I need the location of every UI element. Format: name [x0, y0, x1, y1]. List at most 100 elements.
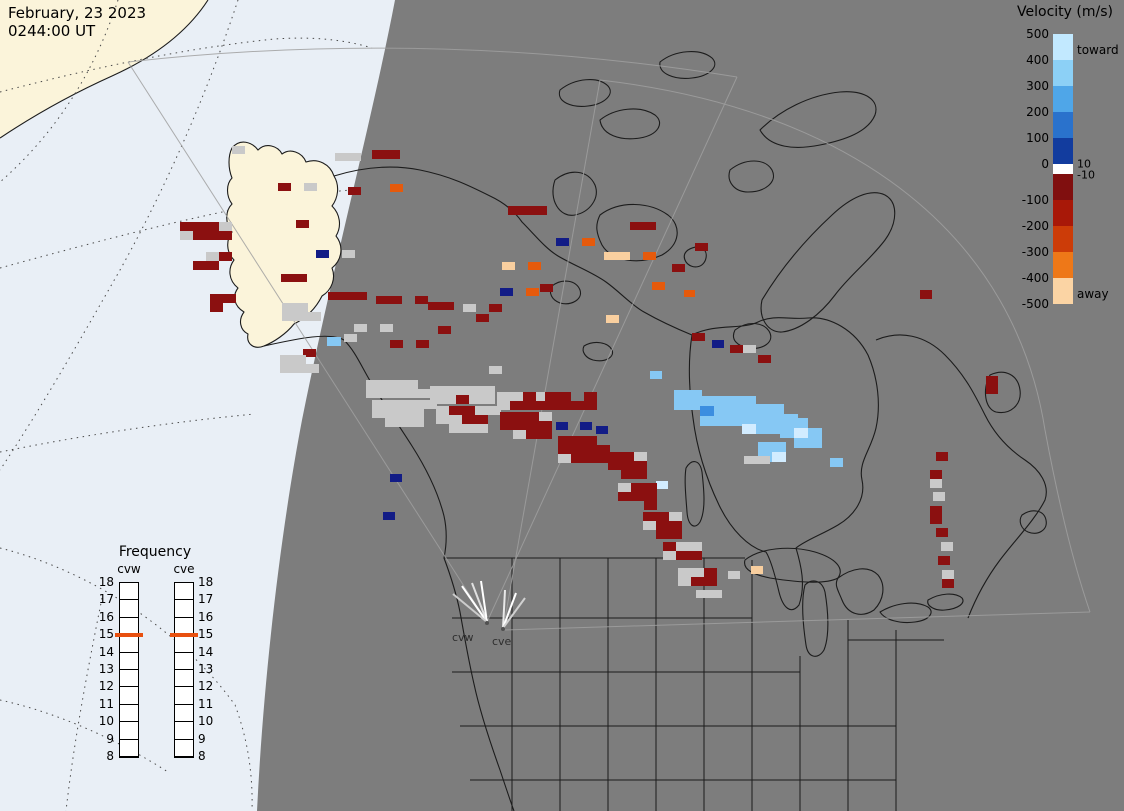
graticule-line	[0, 37, 373, 93]
echo-cell	[482, 395, 495, 404]
frequency-tick-label: 18	[198, 575, 214, 589]
echo-cell	[656, 521, 669, 530]
echo-cell	[327, 337, 341, 346]
echo-cell	[676, 542, 689, 551]
echo-cell	[341, 292, 354, 300]
echo-cell	[728, 416, 742, 426]
echo-cell	[500, 412, 513, 421]
echo-cell	[536, 401, 549, 410]
echo-cell	[630, 222, 643, 230]
echo-cell	[398, 400, 411, 409]
echo-cell	[558, 454, 571, 463]
frequency-tick-label: 17	[98, 592, 114, 607]
echo-cell	[513, 430, 526, 439]
echo-cell	[545, 401, 558, 410]
echo-cell	[674, 400, 688, 410]
echo-cell	[415, 296, 428, 304]
velocity-tick-label: -500	[1021, 297, 1049, 311]
velocity-colorbar-segment	[1053, 34, 1073, 60]
echo-cell	[379, 380, 392, 389]
echo-cell	[342, 250, 355, 258]
frequency-legend-title: Frequency	[118, 544, 192, 560]
echo-cell	[500, 421, 513, 430]
echo-cell	[436, 406, 449, 415]
echo-cell	[663, 542, 676, 551]
echo-cell	[794, 428, 808, 438]
echo-cell	[441, 302, 454, 310]
echo-cell	[536, 392, 549, 401]
echo-cell	[986, 385, 998, 394]
echo-cell	[526, 421, 539, 430]
site-beam	[502, 589, 506, 629]
fov-outer-arc	[127, 47, 738, 78]
echo-cell	[808, 438, 822, 448]
lake-erie	[879, 602, 932, 624]
frequency-bar-segment	[175, 583, 193, 601]
echo-cell	[596, 426, 608, 434]
echo-cell	[379, 389, 392, 398]
echo-cell	[830, 458, 843, 467]
arctic-island	[659, 51, 716, 79]
frequency-bar-segment	[175, 635, 193, 653]
timestamp: February, 23 2023 0244:00 UT	[8, 4, 146, 40]
echo-cell	[482, 386, 495, 395]
velocity-tick-label: 0	[1041, 157, 1049, 171]
arctic-island	[599, 108, 660, 140]
radar-fov-lines	[127, 47, 1091, 631]
echo-cell	[714, 406, 728, 416]
velocity-legend: Velocity (m/s) 500 400 300 200 100 0 -100 -200 -…	[1006, 4, 1124, 320]
lake-huron	[835, 568, 884, 615]
echo-cell	[742, 414, 756, 424]
echo-cell	[280, 355, 293, 364]
echo-cell	[328, 292, 341, 300]
velocity-tick-label: 200	[1026, 105, 1049, 119]
graticule-line	[0, 0, 239, 471]
frequency-bar-segment	[175, 600, 193, 618]
frequency-bar-segment	[120, 635, 138, 653]
echo-cell	[631, 492, 644, 501]
velocity-tick-label: 300	[1026, 79, 1049, 93]
echo-cell	[700, 406, 714, 416]
echo-cell	[597, 445, 610, 454]
frequency-tick-label: 16	[198, 609, 214, 624]
echo-cell	[933, 492, 945, 501]
echo-cell	[556, 238, 569, 246]
velocity-tick-label: -100	[1021, 193, 1049, 207]
velocity-colorbar	[1053, 34, 1073, 304]
echo-cell	[580, 422, 592, 430]
echo-cell	[582, 238, 595, 246]
echo-cell	[728, 571, 740, 579]
echo-cell	[232, 146, 245, 154]
echo-cell	[688, 400, 702, 410]
frequency-bar-segment	[175, 670, 193, 688]
echo-cell	[398, 409, 411, 418]
echo-cell	[303, 349, 316, 357]
echo-cell	[380, 324, 393, 332]
echo-cell	[742, 404, 756, 414]
frequency-bar-segment	[120, 722, 138, 740]
velocity-colorbar-segment	[1053, 164, 1073, 174]
velocity-tick-label: -200	[1021, 219, 1049, 233]
echo-cell	[405, 380, 418, 389]
echo-cell	[304, 183, 317, 191]
echo-cell	[678, 568, 691, 577]
echo-cell	[669, 521, 682, 530]
siberia-coastline	[0, 0, 209, 139]
echo-cell	[385, 400, 398, 409]
fov-edge	[127, 61, 488, 623]
frequency-bar-segment	[120, 740, 138, 757]
nova-scotia	[1019, 510, 1047, 534]
echo-cell	[644, 501, 657, 510]
radar-site-beams	[452, 580, 526, 631]
echo-cell	[558, 436, 571, 445]
frequency-bar-segment	[175, 740, 193, 757]
echo-cell	[644, 483, 657, 492]
echo-cell	[558, 392, 571, 401]
echo-cell	[728, 396, 742, 406]
echo-cell	[558, 401, 571, 410]
echo-cell	[751, 566, 763, 574]
echo-cell	[618, 483, 631, 492]
echo-cell	[942, 570, 954, 579]
echo-cell	[770, 414, 784, 424]
time-label: 0244:00 UT	[8, 22, 96, 40]
